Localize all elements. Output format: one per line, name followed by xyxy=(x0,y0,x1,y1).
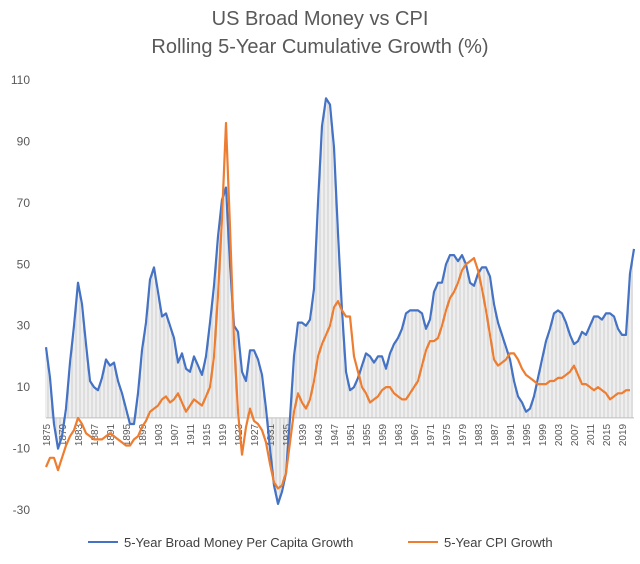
y-tick-label: 10 xyxy=(17,380,31,394)
y-tick-label: 30 xyxy=(17,319,31,333)
x-tick-label: 1967 xyxy=(410,423,421,446)
x-tick-label: 1991 xyxy=(506,423,517,446)
y-tick-label: 110 xyxy=(11,73,30,87)
x-tick-label: 1903 xyxy=(154,423,165,446)
cumulative-growth-hatching xyxy=(45,98,634,504)
x-tick-label: 1943 xyxy=(314,423,325,446)
x-tick-label: 1927 xyxy=(250,423,261,446)
x-tick-label: 1939 xyxy=(298,423,309,446)
x-tick-label: 2003 xyxy=(554,423,565,446)
y-tick-label: -30 xyxy=(13,503,31,517)
y-tick-label: 90 xyxy=(17,134,31,148)
x-tick-label: 1947 xyxy=(330,423,341,446)
legend-swatch-cpi xyxy=(408,541,438,543)
y-tick-label: 70 xyxy=(17,196,31,210)
x-tick-label: 2019 xyxy=(618,423,629,446)
x-tick-label: 1999 xyxy=(538,423,549,446)
x-tick-label: 1887 xyxy=(90,423,101,446)
x-tick-label: 1883 xyxy=(74,423,85,446)
x-tick-label: 1935 xyxy=(282,423,293,446)
y-tick-label: -10 xyxy=(13,442,31,456)
chart-subtitle: Rolling 5-Year Cumulative Growth (%) xyxy=(151,36,489,58)
legend-label-cpi: 5-Year CPI Growth xyxy=(444,534,553,550)
x-tick-label: 1987 xyxy=(490,423,501,446)
x-tick-label: 2011 xyxy=(586,423,597,445)
x-tick-label: 1959 xyxy=(378,423,389,446)
x-tick-label: 1879 xyxy=(58,423,69,446)
x-tick-label: 1899 xyxy=(138,423,149,446)
x-tick-label: 1979 xyxy=(458,423,469,446)
x-tick-label: 2007 xyxy=(570,423,581,446)
legend-item-cpi: 5-Year CPI Growth xyxy=(408,532,553,552)
x-tick-label: 1983 xyxy=(474,423,485,446)
x-tick-label: 1911 xyxy=(186,423,197,445)
x-tick-label: 1907 xyxy=(170,423,181,446)
broad-money-line xyxy=(44,97,636,505)
x-tick-label: 1963 xyxy=(394,423,405,446)
x-tick-label: 1951 xyxy=(346,423,357,446)
x-tick-label: 1995 xyxy=(522,423,533,446)
cpi-line xyxy=(44,121,630,490)
legend-item-money: 5-Year Broad Money Per Capita Growth xyxy=(88,532,353,552)
x-tick-label: 1971 xyxy=(426,423,437,446)
x-tick-label: 1875 xyxy=(42,423,53,446)
x-tick-label: 1931 xyxy=(266,423,277,446)
series-lines xyxy=(44,97,636,505)
x-tick-label: 1919 xyxy=(218,423,229,446)
x-tick-label: 1955 xyxy=(362,423,373,446)
x-tick-label: 1975 xyxy=(442,423,453,446)
x-tick-label: 1895 xyxy=(122,423,133,446)
chart-title: US Broad Money vs CPI xyxy=(211,8,429,30)
y-axis-ticks: -30 -10 10 30 50 70 90 110 xyxy=(11,73,30,517)
y-tick-label: 50 xyxy=(17,257,31,271)
legend: 5-Year Broad Money Per Capita Growth 5-Y… xyxy=(0,532,640,556)
x-tick-label: 1915 xyxy=(202,423,213,446)
legend-swatch-money xyxy=(88,541,118,543)
legend-label-money: 5-Year Broad Money Per Capita Growth xyxy=(124,534,354,550)
x-axis-ticks: 1875 1879 1883 1887 1891 1895 1899 1903 1907 1911… xyxy=(42,423,629,446)
x-tick-label: 2015 xyxy=(602,423,613,446)
